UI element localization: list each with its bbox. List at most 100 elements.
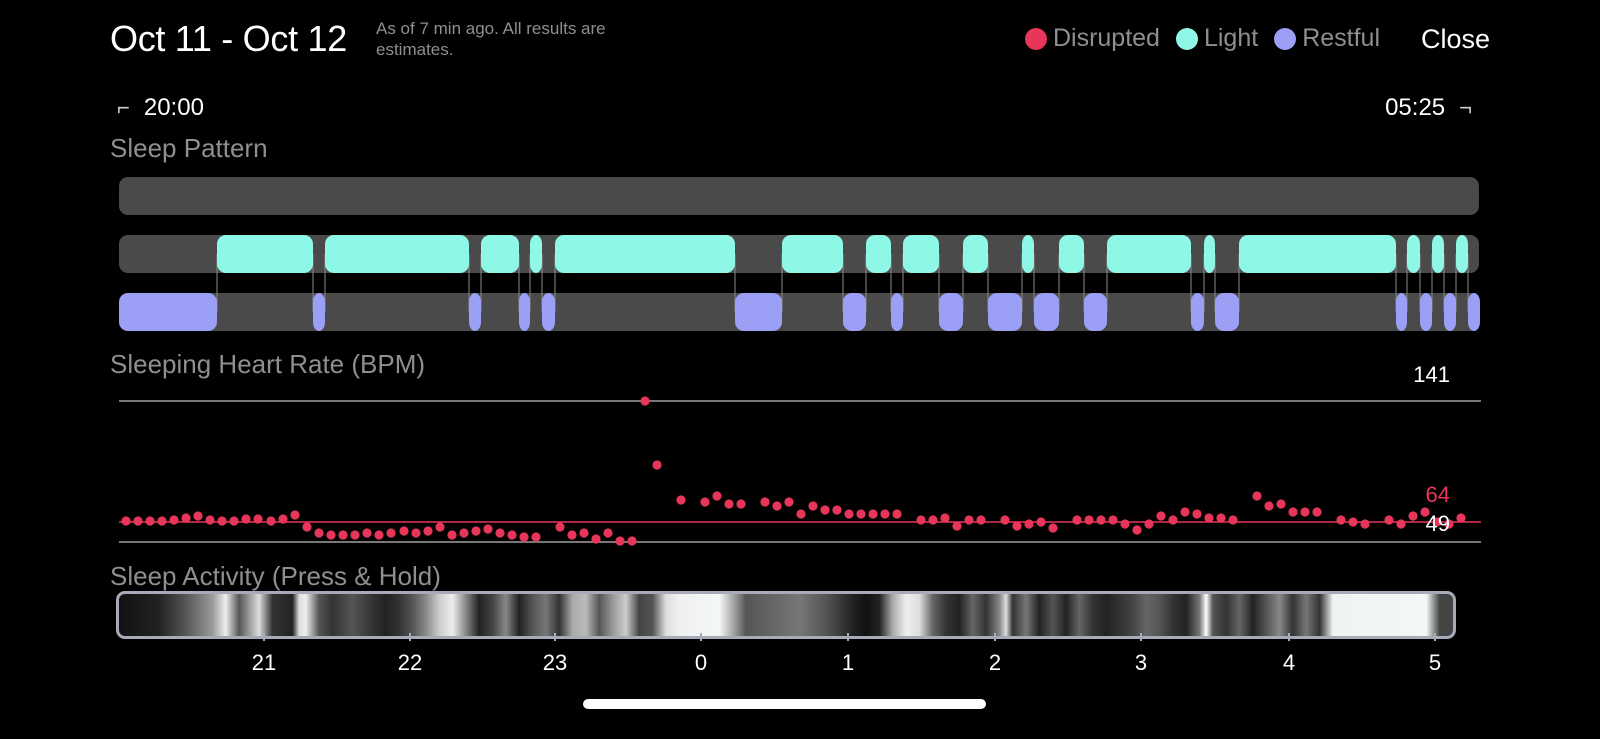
hr-dot	[1108, 515, 1118, 525]
hr-dot	[1360, 519, 1370, 529]
restful-track	[119, 293, 1479, 331]
hr-dot	[229, 516, 239, 526]
legend-label: Disrupted	[1052, 24, 1160, 52]
restful-segment	[1034, 293, 1059, 331]
legend-label: Light	[1203, 24, 1259, 52]
tick-mark	[263, 633, 265, 641]
restful-segment	[988, 293, 1022, 331]
hr-avg-value: 64	[1425, 482, 1450, 507]
hr-dot	[362, 528, 372, 538]
range-end-time: 05:25	[1385, 94, 1446, 121]
activity-label: Sleep Activity (Press & Hold)	[110, 561, 441, 591]
hr-dot	[399, 526, 409, 536]
hr-dot	[302, 522, 312, 532]
hr-dot	[820, 505, 830, 515]
light-dot-icon	[1175, 27, 1198, 50]
restful-segment	[1444, 293, 1456, 331]
hr-dot	[121, 516, 131, 526]
restful-segment	[313, 293, 325, 331]
tick-label: 3	[1134, 650, 1148, 675]
hr-dot	[471, 526, 481, 536]
restful-segment	[735, 293, 782, 331]
sleep-activity-bar[interactable]	[116, 591, 1456, 639]
light-segment	[217, 235, 313, 273]
hr-dots	[121, 396, 1466, 546]
hr-dot	[615, 536, 625, 546]
hr-dot	[519, 532, 529, 542]
restful-segment	[1420, 293, 1432, 331]
hr-dot	[844, 509, 854, 519]
disrupted-track	[119, 177, 1479, 215]
hr-dot	[1420, 507, 1430, 517]
hr-dot	[1312, 507, 1322, 517]
hr-dot	[1000, 515, 1010, 525]
restful-segment	[542, 293, 555, 331]
tick-label: 5	[1428, 650, 1442, 675]
light-segment	[1239, 235, 1396, 273]
hr-dot	[1084, 515, 1094, 525]
hr-dot	[784, 497, 794, 507]
disrupted-dot-icon	[1024, 27, 1047, 50]
light-segment	[1456, 235, 1468, 273]
hr-dot	[495, 528, 505, 538]
hr-dot	[157, 516, 167, 526]
hr-dot	[868, 509, 878, 519]
hr-dot	[459, 528, 469, 538]
hr-dot	[952, 521, 962, 531]
hr-dot	[1252, 491, 1262, 501]
hr-dot	[253, 514, 263, 524]
hr-dot	[507, 530, 517, 540]
hr-dot	[1132, 525, 1142, 535]
hr-dot	[241, 514, 251, 524]
restful-segment	[1396, 293, 1407, 331]
tick-mark	[700, 633, 702, 641]
hr-dot	[940, 513, 950, 523]
hr-dot	[712, 491, 722, 501]
hr-max-value: 141	[1413, 362, 1450, 387]
tick-label: 21	[251, 650, 277, 675]
light-segment	[530, 235, 542, 273]
hr-dot	[1276, 499, 1286, 509]
hr-dot	[1396, 519, 1406, 529]
hr-dot	[193, 511, 203, 521]
hr-dot	[1036, 517, 1046, 527]
tick-mark	[847, 633, 849, 641]
hr-dot	[1300, 507, 1310, 517]
hr-dot	[1456, 513, 1466, 523]
hr-dot	[338, 530, 348, 540]
hr-dot	[314, 528, 324, 538]
hr-dot	[772, 501, 782, 511]
hr-dot	[579, 528, 589, 538]
hr-dot	[591, 534, 601, 544]
hr-dot	[1096, 515, 1106, 525]
restful-dot-icon	[1274, 27, 1297, 50]
restful-segments	[119, 293, 1480, 331]
legend-disrupted: Disrupted	[1024, 24, 1160, 53]
hr-dot	[652, 460, 662, 470]
tick-label: 1	[841, 650, 855, 675]
legend: Disrupted Light Restful	[1009, 24, 1380, 53]
left-bracket-icon: ⌐	[117, 95, 130, 120]
hr-dot	[964, 515, 974, 525]
light-segment	[1407, 235, 1420, 273]
light-segment	[1432, 235, 1444, 273]
restful-segment	[939, 293, 963, 331]
hr-dot	[856, 509, 866, 519]
hr-dot	[326, 530, 336, 540]
hr-dot	[1156, 511, 1166, 521]
hr-dot	[928, 515, 938, 525]
hr-dot	[1120, 519, 1130, 529]
hr-dot	[916, 515, 926, 525]
tick-mark	[994, 633, 996, 641]
right-bracket-icon: ¬	[1459, 95, 1472, 120]
hr-dot	[1024, 519, 1034, 529]
hr-dot	[676, 495, 686, 505]
hr-dot	[1144, 519, 1154, 529]
restful-segment	[519, 293, 530, 331]
home-indicator[interactable]	[583, 699, 986, 709]
estimate-note: As of 7 min ago. All results are estimat…	[376, 19, 606, 59]
hr-dot	[266, 516, 276, 526]
tick-label: 23	[542, 650, 568, 675]
hr-dot	[205, 515, 215, 525]
close-button[interactable]: Close	[1420, 24, 1490, 54]
